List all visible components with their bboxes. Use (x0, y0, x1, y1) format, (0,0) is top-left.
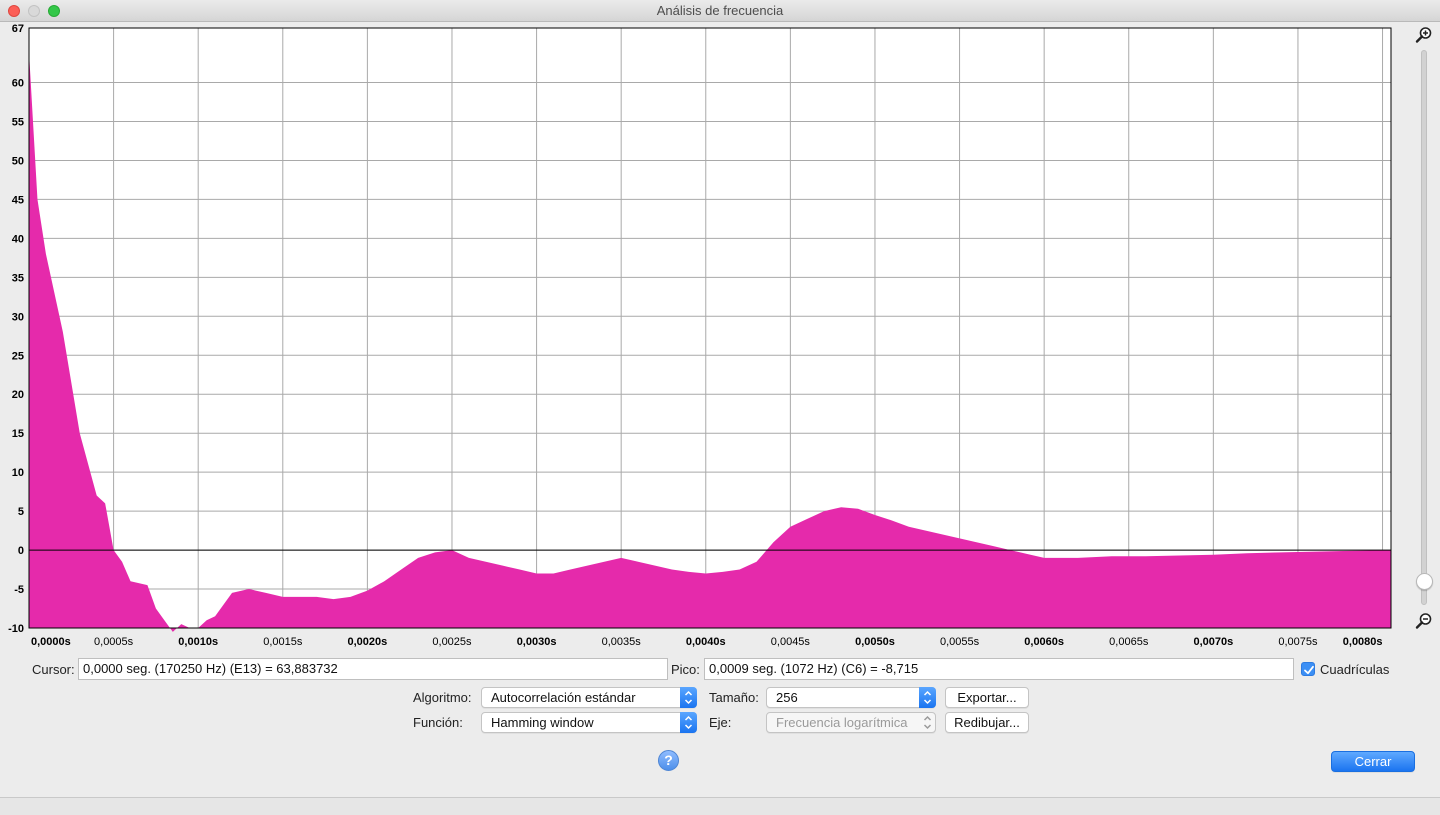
size-select-value: 256 (776, 690, 798, 705)
y-tick-label: 40 (12, 233, 24, 245)
y-tick-label: 67 (12, 23, 24, 35)
y-tick-label: -5 (14, 584, 24, 596)
x-tick-label: 0,0025s (432, 636, 472, 648)
y-tick-label: 15 (12, 428, 24, 440)
plot-area[interactable]: 67 60 55 50 45 40 35 30 25 20 15 10 5 0 -5 -10 0,0000s 0,… (0, 22, 1410, 654)
zoom-slider-thumb[interactable] (1416, 572, 1433, 590)
y-tick-label: -10 (8, 623, 24, 635)
window-title: Análisis de frecuencia (656, 3, 784, 18)
x-tick-label: 0,0055s (940, 636, 980, 648)
checkmark-icon (1304, 665, 1314, 675)
x-tick-label: 0,0015s (263, 636, 303, 648)
plot-border (28, 27, 1392, 629)
y-tick-label: 45 (12, 194, 24, 206)
y-tick-label: 35 (12, 272, 24, 284)
cursor-label: Cursor: (32, 662, 75, 677)
y-tick-label: 50 (12, 155, 24, 167)
cursor-readout-field[interactable]: 0,0000 seg. (170250 Hz) (E13) = 63,88373… (78, 658, 668, 680)
chevron-updown-icon (919, 712, 936, 733)
x-tick-label: 0,0000s (31, 636, 71, 648)
zoom-out-icon[interactable] (1415, 612, 1433, 630)
plot-background (29, 28, 1391, 628)
x-tick-label: 0,0080s (1343, 636, 1383, 648)
x-tick-label: 0,0010s (178, 636, 218, 648)
y-tick-label: 10 (12, 467, 24, 479)
algorithm-select-value: Autocorrelación estándar (491, 690, 636, 705)
y-tick-label: 30 (12, 311, 24, 323)
grid-checkbox-label[interactable]: Cuadrículas (1320, 662, 1390, 677)
y-tick-label: 55 (12, 117, 24, 129)
peak-readout-field[interactable]: 0,0009 seg. (1072 Hz) (C6) = -8,715 (704, 658, 1294, 680)
axis-select[interactable]: Frecuencia logarítmica (766, 712, 936, 733)
redraw-button[interactable]: Redibujar... (945, 712, 1029, 733)
grid-checkbox[interactable] (1301, 662, 1315, 676)
close-window-button[interactable] (8, 5, 20, 17)
title-bar: Análisis de frecuencia (0, 0, 1440, 22)
x-tick-label: 0,0040s (686, 636, 726, 648)
status-bar (0, 797, 1440, 815)
chevron-updown-icon (680, 687, 697, 708)
function-select-value: Hamming window (491, 715, 594, 730)
size-label: Tamaño: (709, 690, 759, 705)
y-tick-label: 25 (12, 350, 24, 362)
peak-label: Pico: (671, 662, 700, 677)
y-tick-label: 0 (18, 545, 24, 557)
zoom-window-button[interactable] (48, 5, 60, 17)
function-select[interactable]: Hamming window (481, 712, 697, 733)
y-tick-label: 20 (12, 389, 24, 401)
algorithm-select[interactable]: Autocorrelación estándar (481, 687, 697, 708)
chevron-updown-icon (919, 687, 936, 708)
chevron-updown-icon (680, 712, 697, 733)
zoom-in-icon[interactable] (1415, 26, 1433, 44)
x-tick-label: 0,0035s (602, 636, 642, 648)
algorithm-label: Algoritmo: (413, 690, 472, 705)
y-tick-label: 60 (12, 78, 24, 90)
axis-label: Eje: (709, 715, 732, 730)
export-button[interactable]: Exportar... (945, 687, 1029, 708)
function-label: Función: (413, 715, 463, 730)
help-button[interactable]: ? (658, 750, 679, 771)
x-tick-label: 0,0005s (94, 636, 134, 648)
zoom-slider-track[interactable] (1421, 50, 1427, 605)
axis-select-value: Frecuencia logarítmica (776, 715, 908, 730)
x-tick-label: 0,0060s (1024, 636, 1064, 648)
x-tick-label: 0,0045s (771, 636, 811, 648)
x-tick-label: 0,0065s (1109, 636, 1149, 648)
x-tick-label: 0,0075s (1278, 636, 1318, 648)
x-tick-label: 0,0020s (348, 636, 388, 648)
x-tick-label: 0,0030s (517, 636, 557, 648)
x-tick-label: 0,0070s (1193, 636, 1233, 648)
x-tick-label: 0,0050s (855, 636, 895, 648)
autocorrelation-area (29, 52, 1391, 632)
y-tick-label: 5 (18, 506, 24, 518)
size-select[interactable]: 256 (766, 687, 936, 708)
minimize-window-button[interactable] (28, 5, 40, 17)
close-button[interactable]: Cerrar (1331, 751, 1415, 772)
